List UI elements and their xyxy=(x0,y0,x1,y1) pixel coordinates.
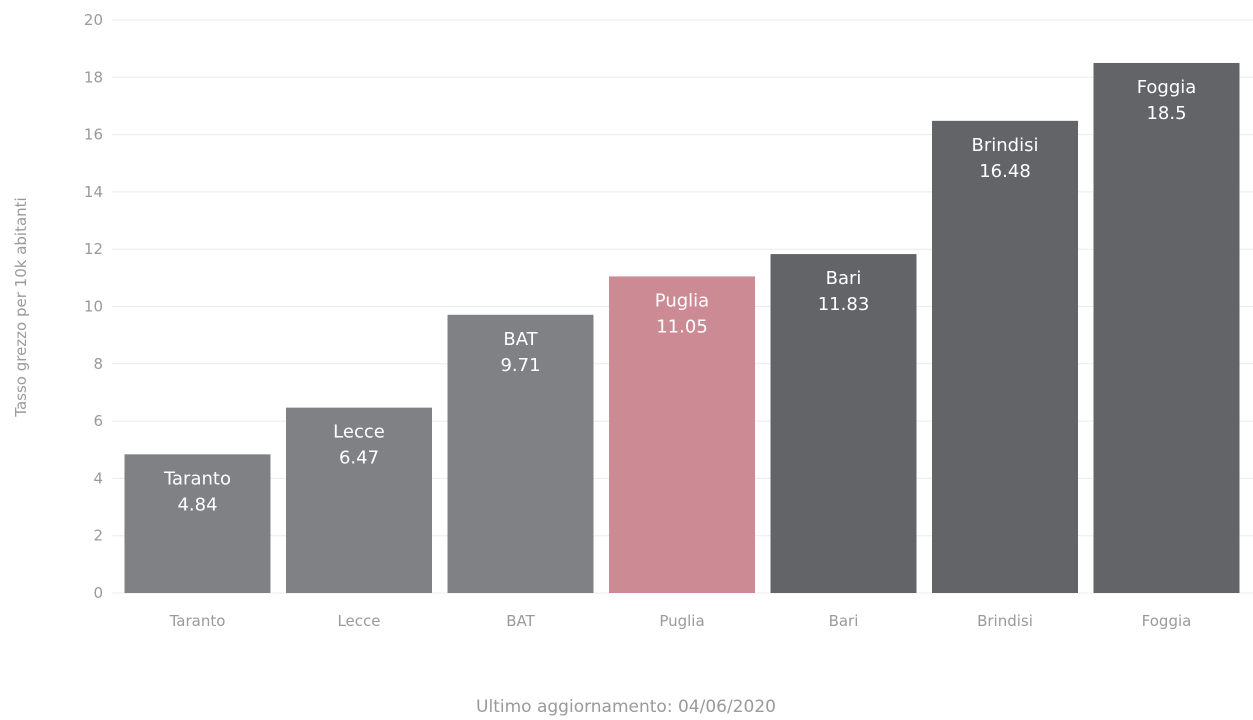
bar-value-label: 4.84 xyxy=(177,494,217,515)
y-axis-title: Tasso grezzo per 10k abitanti xyxy=(12,197,30,417)
x-tick-label: Taranto xyxy=(169,612,226,630)
bar-bari xyxy=(770,254,917,593)
x-tick-label: Bari xyxy=(829,612,859,630)
x-tick-label: BAT xyxy=(506,612,535,630)
y-tick-label: 0 xyxy=(93,584,103,602)
y-tick-label: 12 xyxy=(84,240,103,258)
x-tick-label: Puglia xyxy=(659,612,704,630)
bar-value-label: 6.47 xyxy=(339,448,379,469)
y-tick-label: 20 xyxy=(84,11,103,29)
bar-value-label: 11.05 xyxy=(656,316,708,337)
y-tick-label: 18 xyxy=(84,68,103,86)
bar-name-label: Taranto xyxy=(163,468,231,489)
bar-lecce xyxy=(286,407,432,593)
bar-puglia xyxy=(609,276,755,593)
bar-bat xyxy=(447,314,594,593)
last-updated-note: Ultimo aggiornamento: 04/06/2020 xyxy=(476,697,776,717)
bar-labels: Taranto 4.84 Lecce 6.47 BAT 9.71 Puglia 11.05 Ba… xyxy=(163,77,1196,515)
x-tick-label: Foggia xyxy=(1142,612,1192,630)
bar-brindisi xyxy=(932,120,1078,594)
y-tick-label: 6 xyxy=(93,412,103,430)
bar-name-label: Brindisi xyxy=(972,135,1039,156)
bar-name-label: Bari xyxy=(826,268,862,289)
bar-value-label: 16.48 xyxy=(979,161,1031,182)
bar-value-label: 18.5 xyxy=(1146,103,1186,124)
y-axis-ticks: 0 2 4 6 8 10 12 14 16 18 20 xyxy=(84,11,103,602)
bar-name-label: Foggia xyxy=(1137,77,1197,98)
y-tick-label: 16 xyxy=(84,126,103,144)
y-tick-label: 14 xyxy=(84,183,103,201)
bar-name-label: Puglia xyxy=(655,290,709,311)
y-tick-label: 2 xyxy=(93,527,103,545)
y-tick-label: 8 xyxy=(93,355,103,373)
bars xyxy=(124,62,1240,594)
x-axis-ticks: Taranto Lecce BAT Puglia Bari Brindisi Foggia xyxy=(169,612,1192,630)
y-tick-label: 4 xyxy=(93,469,103,487)
bar-taranto xyxy=(124,454,271,593)
bar-foggia xyxy=(1093,62,1240,594)
bar-name-label: BAT xyxy=(503,329,538,350)
x-tick-label: Lecce xyxy=(337,612,380,630)
x-tick-label: Brindisi xyxy=(977,612,1033,630)
y-tick-label: 10 xyxy=(84,298,103,316)
bar-name-label: Lecce xyxy=(333,422,385,443)
bar-value-label: 9.71 xyxy=(500,355,540,376)
bar-value-label: 11.83 xyxy=(818,294,870,315)
